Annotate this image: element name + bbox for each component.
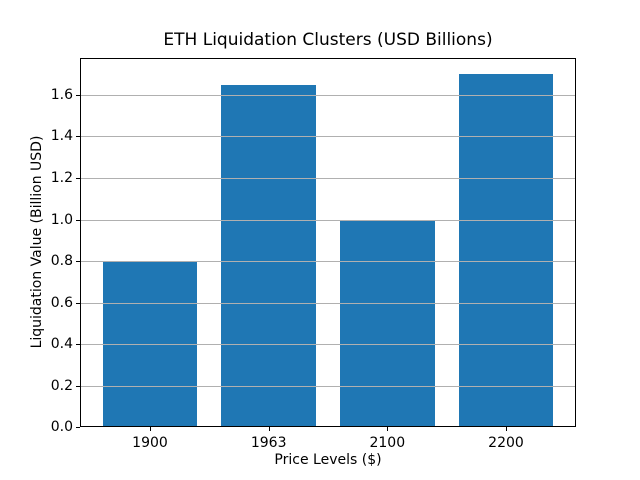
gridline-0.8 bbox=[81, 261, 575, 262]
y-tick-mark bbox=[76, 136, 80, 138]
y-tick-mark bbox=[76, 344, 80, 345]
x-tick-mark bbox=[387, 427, 389, 431]
x-tick-label-2100: 2100 bbox=[369, 435, 406, 451]
y-tick-mark bbox=[76, 427, 80, 428]
y-axis-label: Liquidation Value (Billion USD) bbox=[29, 135, 45, 349]
gridline-1.4 bbox=[81, 136, 575, 138]
y-tick-label: 0.4 bbox=[50, 336, 73, 352]
gridline-1.2 bbox=[81, 178, 575, 179]
y-tick-mark bbox=[76, 261, 80, 262]
x-axis-label: Price Levels ($) bbox=[274, 452, 382, 468]
gridline-0.2 bbox=[81, 385, 575, 387]
gridline-1.0 bbox=[81, 219, 575, 221]
gridline-0.6 bbox=[81, 302, 575, 304]
y-tick-label: 1.0 bbox=[50, 211, 73, 228]
y-tick-mark bbox=[76, 385, 80, 387]
y-tick-mark bbox=[76, 219, 80, 221]
y-tick-label: 1.2 bbox=[50, 170, 73, 186]
y-tick-label: 1.6 bbox=[50, 86, 73, 103]
x-tick-mark bbox=[506, 427, 507, 431]
x-tick-label-1963: 1963 bbox=[250, 435, 287, 451]
gridline-1.6 bbox=[81, 94, 575, 96]
bar-2100 bbox=[339, 219, 435, 427]
y-tick-label: 0.8 bbox=[50, 253, 73, 269]
y-tick-mark bbox=[76, 94, 80, 96]
chart-title: ETH Liquidation Clusters (USD Billions) bbox=[163, 30, 493, 50]
y-tick-mark bbox=[76, 178, 80, 179]
x-tick-label-1900: 1900 bbox=[132, 435, 168, 451]
x-tick-mark bbox=[150, 427, 151, 431]
y-tick-label: 0.0 bbox=[50, 419, 73, 435]
y-tick-label: 0.6 bbox=[50, 294, 73, 311]
bar-1963 bbox=[221, 84, 317, 427]
y-tick-mark bbox=[76, 302, 80, 304]
bar-2200 bbox=[458, 74, 554, 427]
x-tick-label-2200: 2200 bbox=[488, 435, 524, 451]
gridline-0.4 bbox=[81, 344, 575, 345]
y-tick-label: 1.4 bbox=[50, 128, 73, 145]
x-tick-mark bbox=[268, 427, 270, 431]
y-tick-label: 0.2 bbox=[50, 377, 73, 394]
